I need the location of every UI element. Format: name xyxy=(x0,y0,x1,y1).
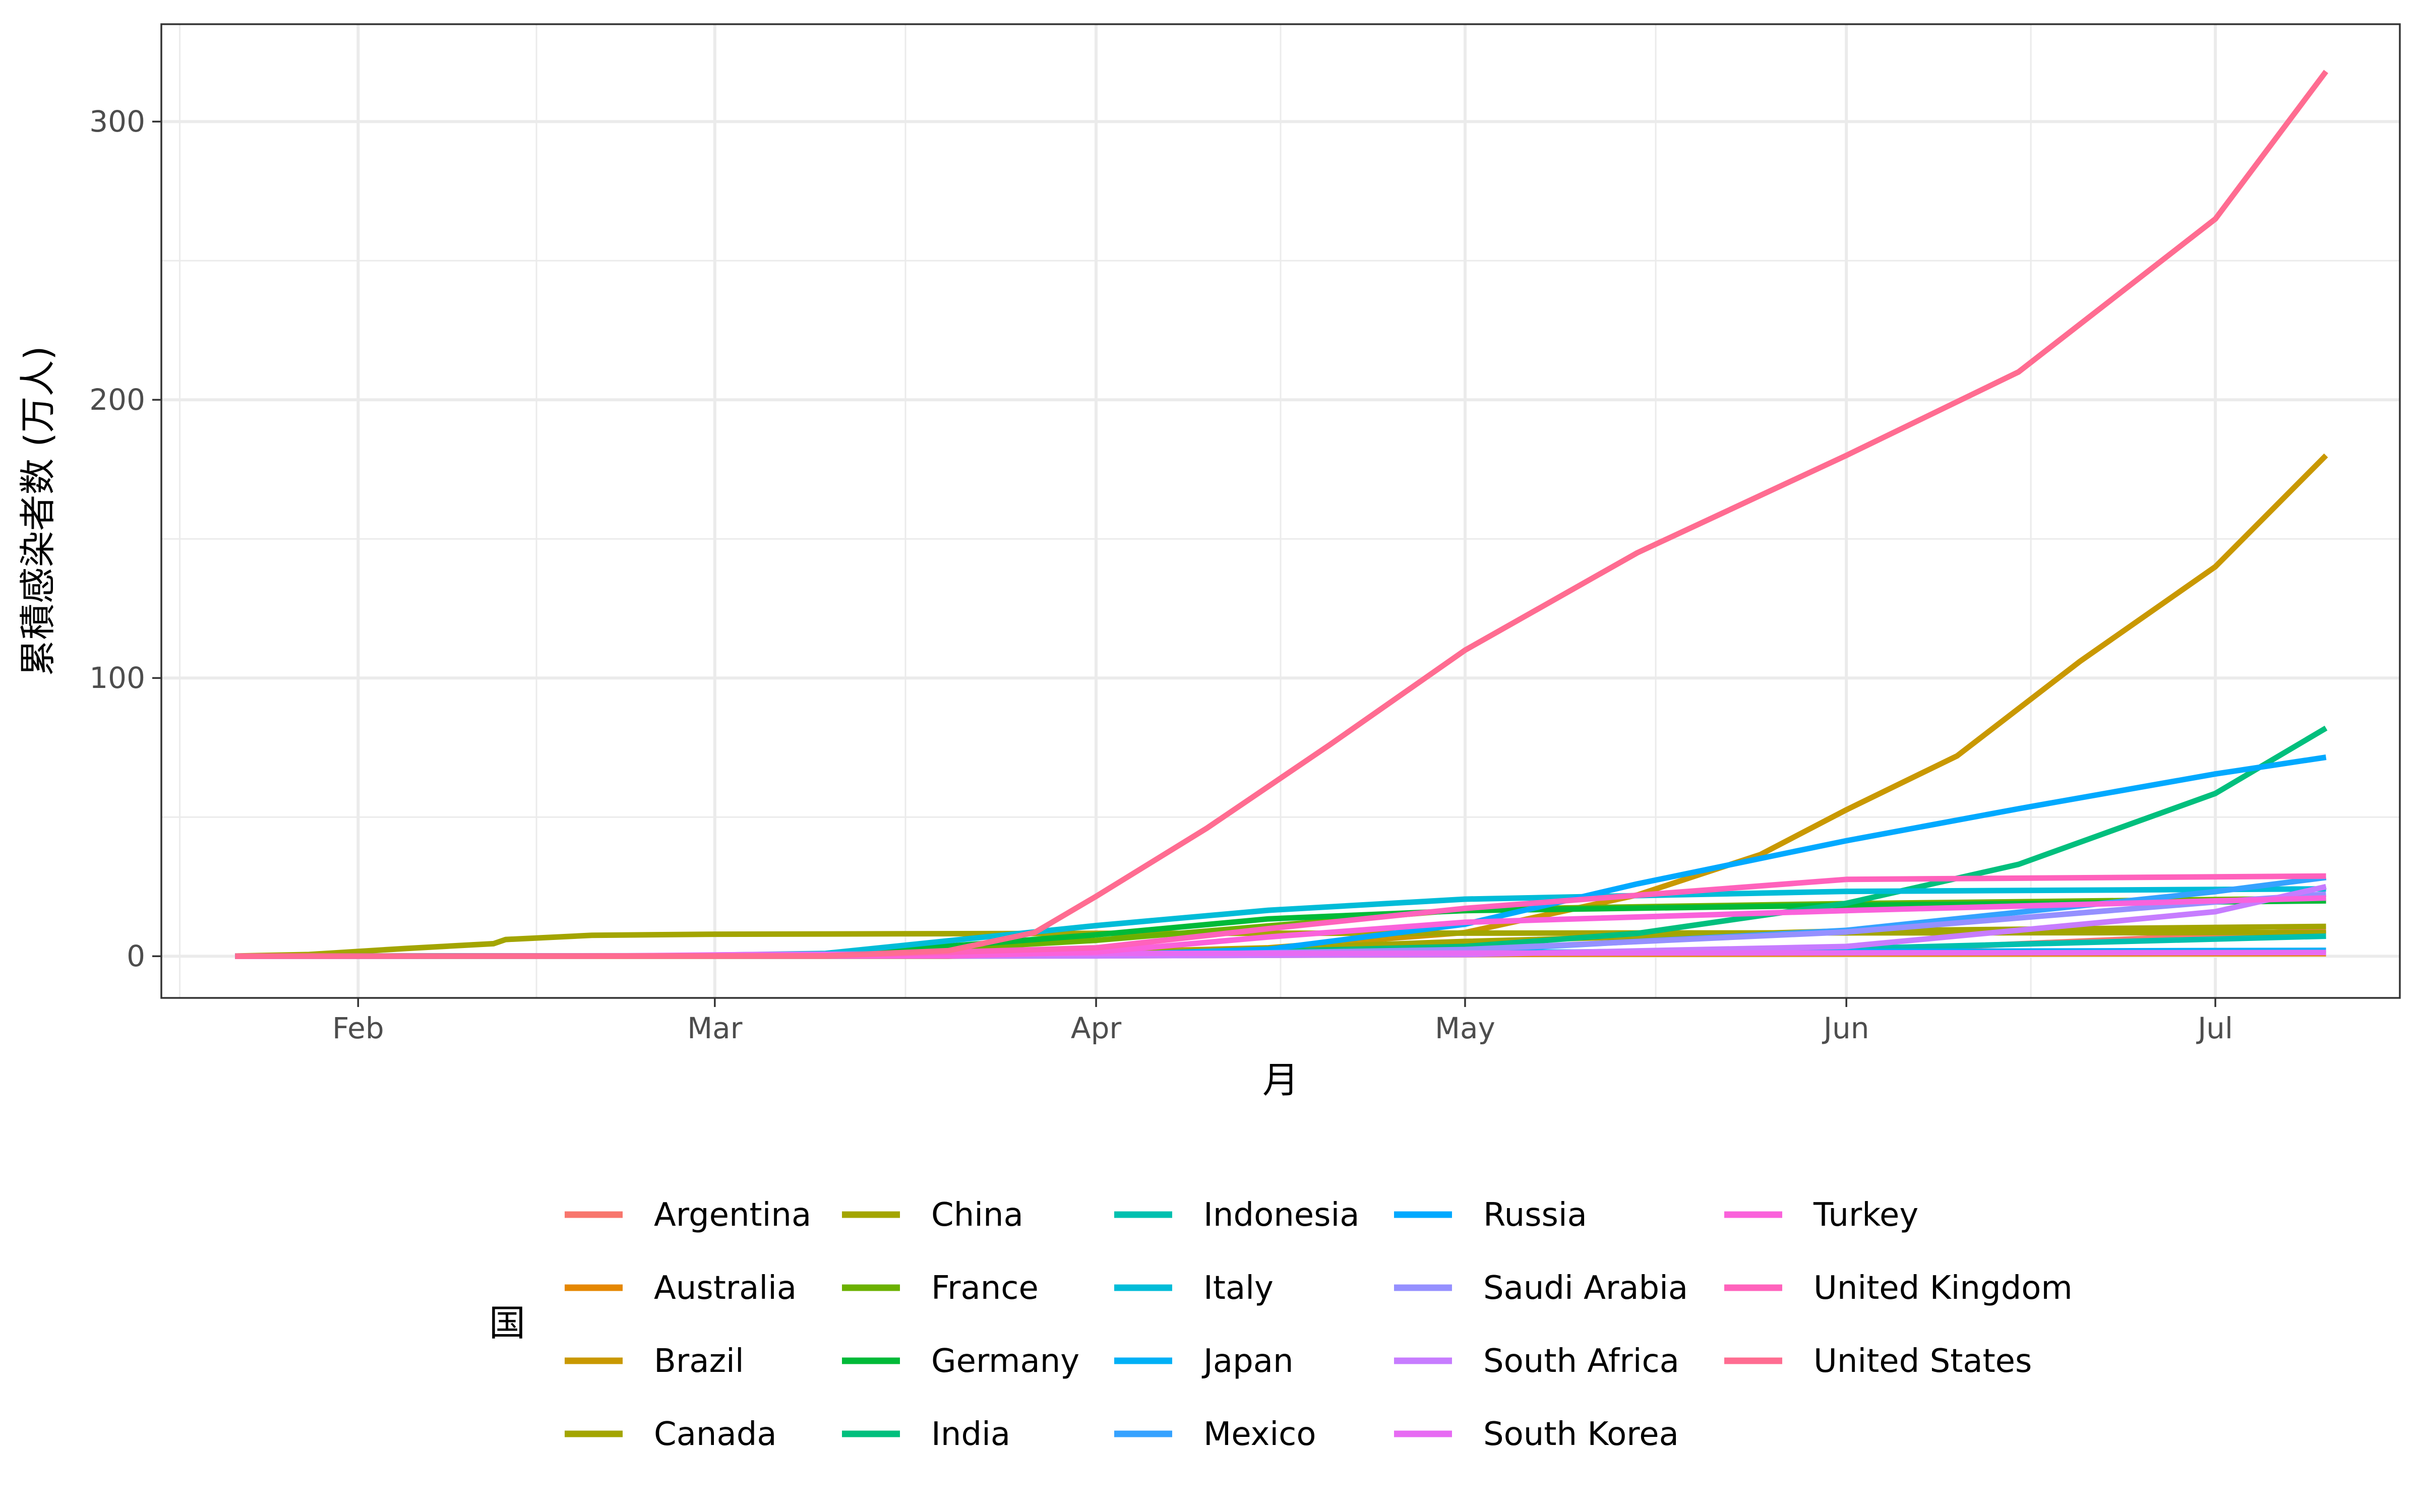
legend-item-brazil: Brazil xyxy=(565,1343,744,1380)
legend-label: Saudi Arabia xyxy=(1483,1270,1688,1307)
series-line-united-states xyxy=(235,70,2328,959)
x-axis: Feb Mar Apr May Jun Jul xyxy=(332,998,2233,1045)
y-tick-label: 200 xyxy=(89,383,145,417)
legend-label: Mexico xyxy=(1203,1416,1316,1453)
legend-label: Russia xyxy=(1483,1196,1587,1234)
legend-label: France xyxy=(931,1270,1039,1307)
y-tick-label: 100 xyxy=(89,661,145,695)
x-tick-label: May xyxy=(1435,1011,1495,1045)
legend-label: Australia xyxy=(654,1270,797,1307)
legend-item-russia: Russia xyxy=(1394,1196,1587,1234)
legend-item-united-kingdom: United Kingdom xyxy=(1724,1270,2073,1307)
x-tick-label: Feb xyxy=(332,1011,384,1045)
legend-item-turkey: Turkey xyxy=(1724,1196,1918,1234)
legend-label: China xyxy=(931,1196,1023,1234)
legend-item-mexico: Mexico xyxy=(1114,1416,1316,1453)
legend-item-australia: Australia xyxy=(565,1270,797,1307)
legend-item-saudi-arabia: Saudi Arabia xyxy=(1394,1270,1688,1307)
legend-item-india: India xyxy=(842,1416,1010,1453)
legend-item-germany: Germany xyxy=(842,1343,1079,1380)
legend-label: Indonesia xyxy=(1203,1196,1360,1234)
x-tick-label: Apr xyxy=(1071,1011,1121,1045)
legend-item-china: China xyxy=(842,1196,1023,1234)
y-tick-label: 0 xyxy=(127,939,145,973)
legend-label: India xyxy=(931,1416,1010,1453)
legend-label: Brazil xyxy=(654,1343,744,1380)
legend-item-canada: Canada xyxy=(565,1416,777,1453)
legend-label: Argentina xyxy=(654,1196,811,1234)
legend-label: Turkey xyxy=(1813,1196,1918,1234)
legend: 国 Argentina Australia Brazil Canada China Fra… xyxy=(489,1196,2073,1453)
minor-gridlines xyxy=(161,24,2400,998)
legend-label: Japan xyxy=(1201,1343,1294,1380)
x-tick-label: Jun xyxy=(1822,1011,1869,1045)
legend-label: Canada xyxy=(654,1416,777,1453)
legend-label: South Korea xyxy=(1483,1416,1679,1453)
legend-label: United Kingdom xyxy=(1813,1270,2073,1307)
y-tick-label: 300 xyxy=(89,104,145,139)
series-lines xyxy=(235,70,2328,959)
legend-item-south-korea: South Korea xyxy=(1394,1416,1679,1453)
legend-item-indonesia: Indonesia xyxy=(1114,1196,1360,1234)
x-tick-label: Jul xyxy=(2196,1011,2233,1045)
plot-panel-border xyxy=(160,23,2401,999)
legend-label: South Africa xyxy=(1483,1343,1679,1380)
series-line-china xyxy=(235,929,2326,959)
y-axis-title: 累積感染者数 (万人) xyxy=(17,346,59,676)
legend-title: 国 xyxy=(489,1302,525,1344)
legend-item-france: France xyxy=(842,1270,1039,1307)
x-tick-label: Mar xyxy=(687,1011,743,1045)
legend-label: Germany xyxy=(931,1343,1079,1380)
legend-item-italy: Italy xyxy=(1114,1270,1274,1307)
legend-label: United States xyxy=(1813,1343,2032,1380)
legend-item-japan: Japan xyxy=(1114,1343,1294,1380)
y-axis: 0 100 200 300 xyxy=(89,104,161,973)
legend-item-argentina: Argentina xyxy=(565,1196,811,1234)
x-axis-title: 月 xyxy=(1262,1059,1299,1101)
legend-item-united-states: United States xyxy=(1724,1343,2032,1380)
series-line-turkey xyxy=(235,895,2326,959)
legend-items: Argentina Australia Brazil Canada China Franc… xyxy=(565,1196,2073,1453)
legend-label: Italy xyxy=(1203,1270,1274,1307)
legend-item-south-africa: South Africa xyxy=(1394,1343,1679,1380)
